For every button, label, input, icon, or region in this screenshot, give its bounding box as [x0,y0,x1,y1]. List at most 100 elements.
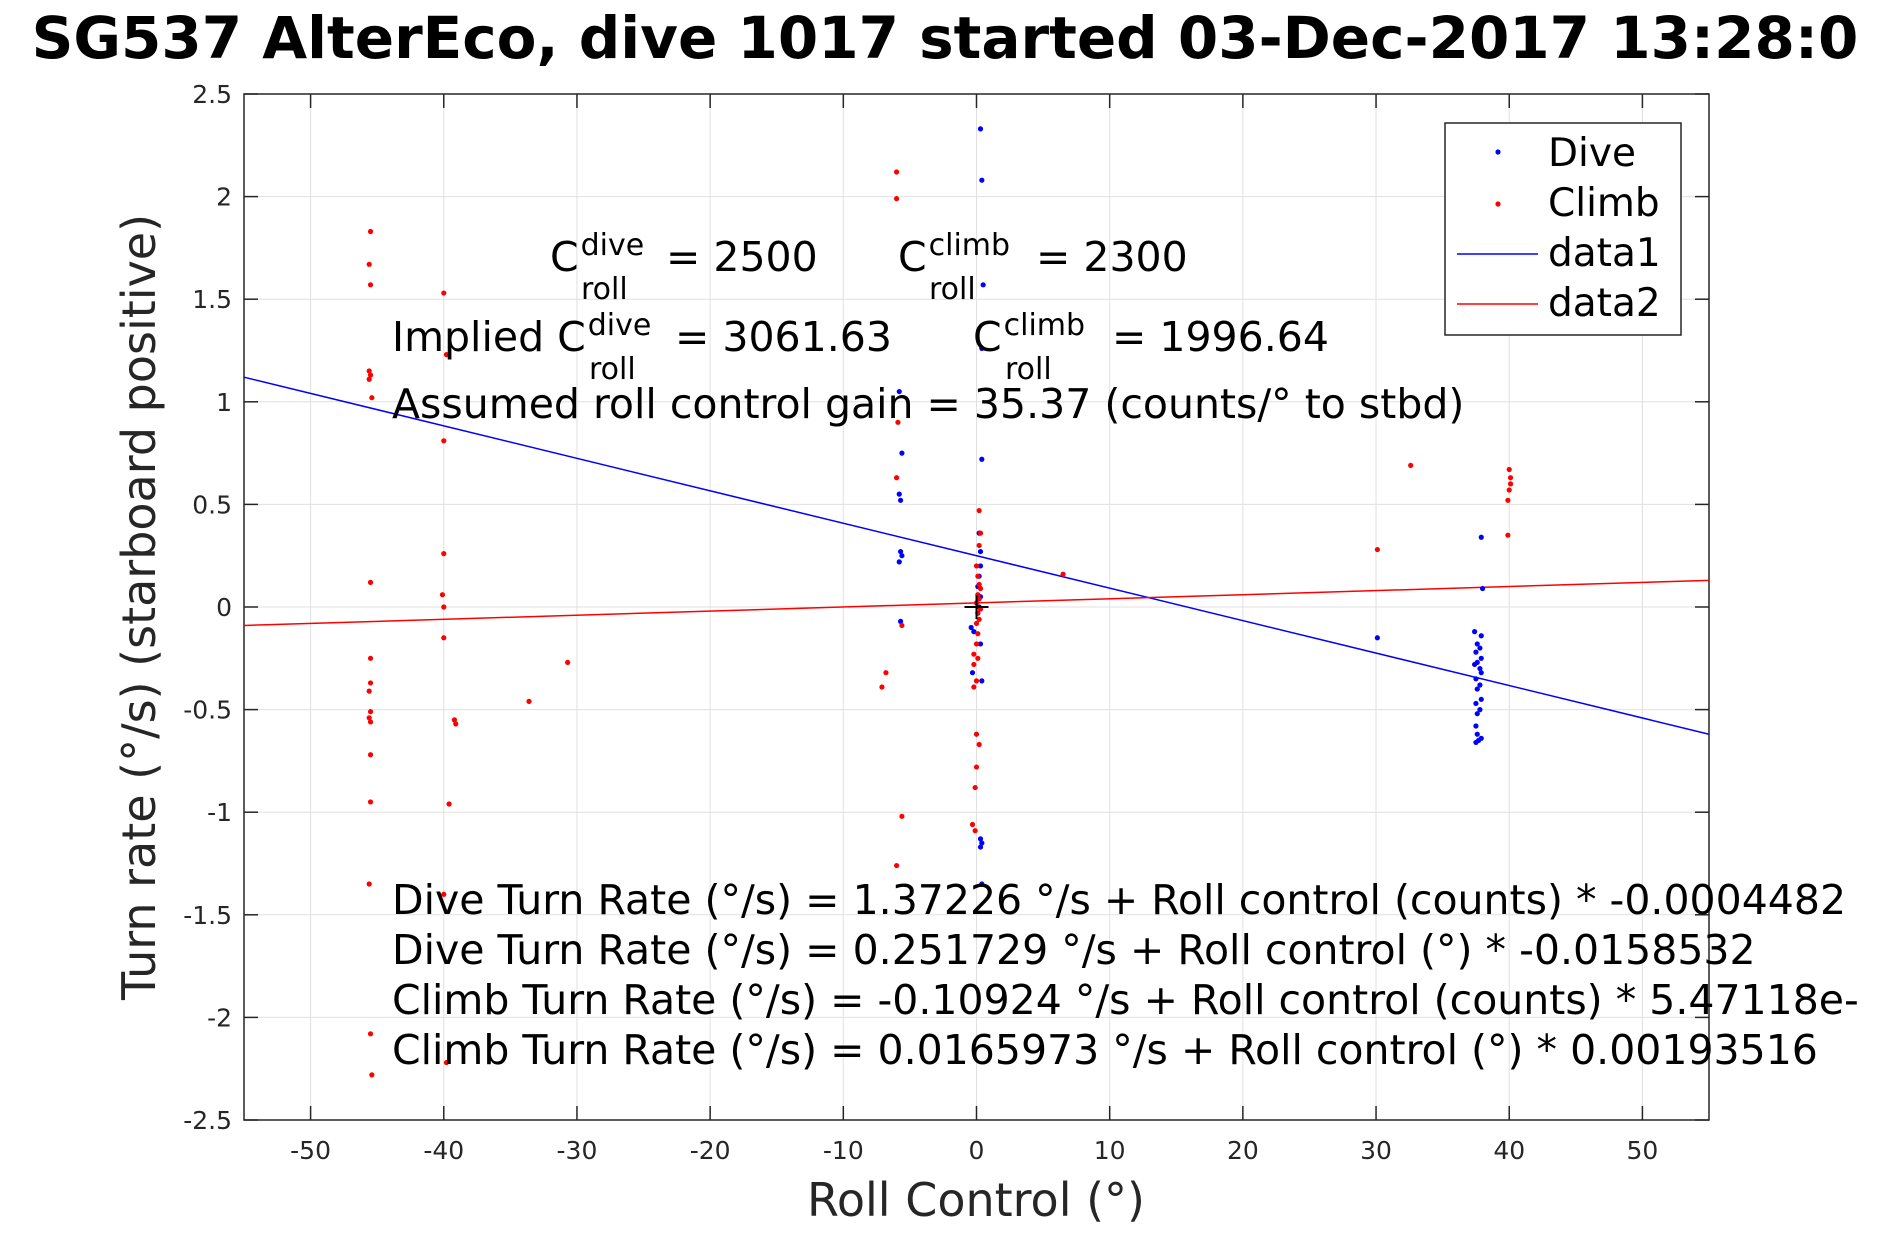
x-tick-label: 30 [1360,1136,1392,1165]
climb-point [971,651,977,657]
dive-point [1473,649,1479,655]
legend-data2-label: data2 [1548,281,1661,326]
dive-point [1478,655,1484,661]
dive-point [977,844,984,850]
dive-point [1474,641,1480,647]
x-tick-label: -20 [690,1136,731,1165]
climb-point [526,698,532,704]
climb-point [366,261,372,267]
climb-point [969,821,976,828]
dive-point [1477,645,1483,651]
y-tick-label: -1 [207,798,232,827]
y-tick-label: 2 [216,183,232,212]
c-dive-letter: C [550,233,579,281]
dive-point [977,836,984,842]
implied-dive-sub: roll [589,352,636,387]
dive-point [896,559,902,565]
climb-point [1507,475,1514,481]
dive-point [1473,700,1479,707]
climb-point [366,715,372,721]
y-axis-label: Turn rate (°/s) (starboard positive) [112,214,166,1001]
climb-point [441,635,447,641]
climb-point [971,684,977,690]
dive-point [977,563,984,569]
implied-climb-letter: C [973,313,1002,361]
data1-fit-line [243,376,1710,735]
dive-point [979,678,985,684]
climb-point [453,721,459,727]
climb-point [367,1031,374,1037]
dive-point [1477,682,1483,688]
dive-point [899,450,905,456]
climb-point [973,731,980,737]
y-tick-label: -2 [207,1003,232,1032]
climb-point [369,1072,375,1078]
climb-point [976,542,982,549]
c-dive-annotation: Cdive roll = 2500 [550,228,818,307]
climb-point [893,169,900,175]
dive-point [979,345,985,352]
climb-point [367,680,374,686]
c-climb-sub: roll [929,272,976,307]
dive-point [1472,661,1478,668]
y-tick-label: 0 [216,593,232,622]
climb-point [441,438,447,444]
climb-point [973,764,980,770]
climb-point [975,631,981,637]
implied-dive-annotation: Implied Cdive roll = 3061.63 [392,308,892,387]
dive-point [896,388,902,395]
y-tick-label: -0.5 [183,696,232,725]
dive-point [1473,676,1479,682]
dive-point [897,497,904,503]
climb-point [1507,481,1514,487]
climb-point [976,507,982,514]
roll-gain-annotation: Assumed roll control gain = 35.37 (count… [392,380,1464,428]
axis-ticks: -50 -40 -30 -20 -10 0 10 20 30 40 50 2.5 2 1.5 1 0.5 0 -0… [183,80,1709,1165]
climb-point [367,282,374,288]
climb-point [367,709,374,715]
dive-point [897,618,904,624]
climb-point [1408,462,1414,469]
x-tick-label: 10 [1094,1136,1126,1165]
origin-marker [964,595,989,619]
dive-point [1474,686,1480,692]
climb-point [893,196,900,202]
dive-degrees-equation: Dive Turn Rate (°/s) = 0.251729 °/s + Ro… [392,926,1756,974]
climb-point [976,741,982,748]
dive-point [979,177,985,183]
implied-dive-value: = 3061.63 [675,313,892,361]
dive-point [977,126,984,132]
y-tick-label: -2.5 [183,1106,232,1135]
climb-point [895,419,901,425]
c-climb-annotation: Cclimb roll = 2300 [898,228,1188,307]
dive-point [897,548,904,555]
climb-point [451,717,458,723]
dive-point [1474,711,1480,717]
climb-point [975,655,981,661]
climb-point [366,881,372,887]
climb-point [972,784,978,791]
annotations: Cdive roll= 2500 Cclimb roll= 2300 Implied… [392,228,1859,1074]
climb-point [879,684,885,690]
x-tick-label: 0 [969,1136,985,1165]
dive-point [1478,534,1484,540]
dive-point [1473,723,1479,729]
climb-point [441,290,447,296]
c-climb-value: = 2300 [1036,233,1188,281]
dive-point [1374,635,1380,641]
climb-point [976,616,982,622]
climb-point [893,475,900,481]
y-tick-label: 0.5 [192,490,232,519]
climb-point [367,719,374,725]
c-climb-sup: climb [929,228,1010,263]
dive-point [1477,707,1483,713]
dive-point [1478,633,1484,639]
legend-box [1444,122,1682,336]
climb-point [1506,466,1512,473]
y-tick-label: 1.5 [192,285,232,314]
dive-point [969,670,976,676]
climb-point [976,581,982,588]
x-tick-label: -10 [823,1136,864,1165]
climb-point [977,585,984,592]
